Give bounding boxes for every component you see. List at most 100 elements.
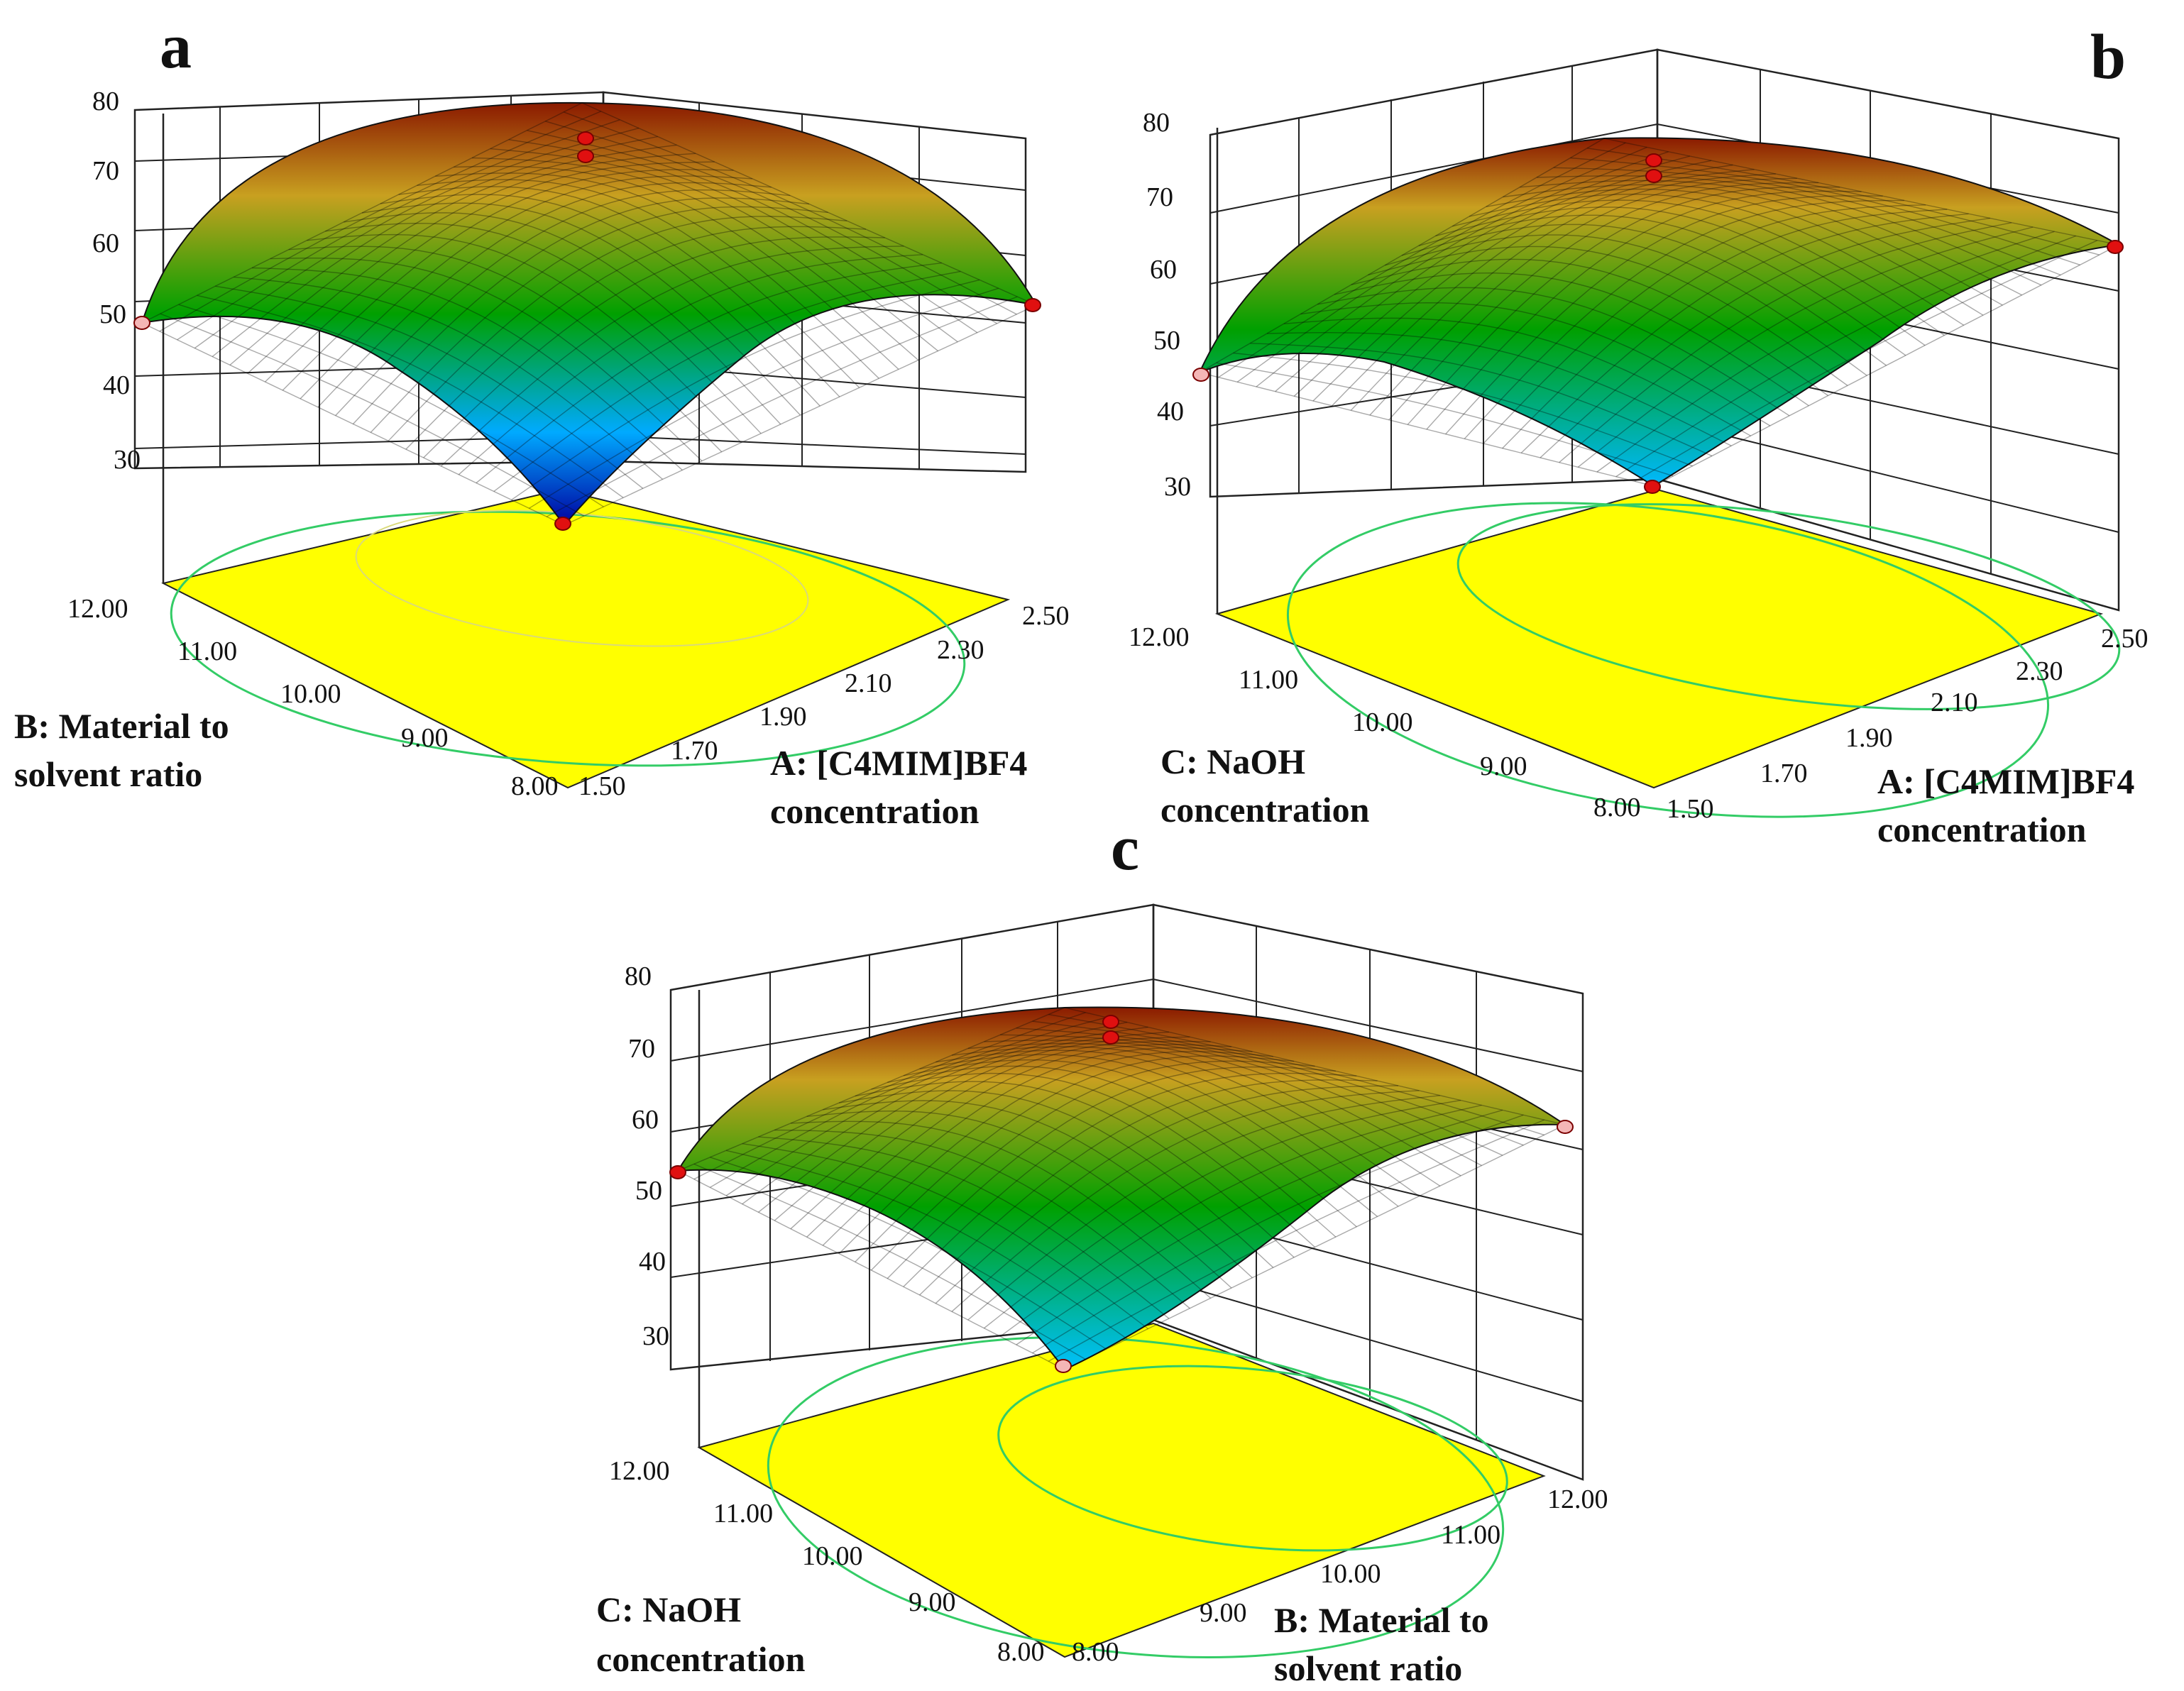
x-tick-label: 1.50	[578, 771, 626, 801]
mesh-line	[1000, 1034, 1482, 1167]
design-point	[1055, 1359, 1072, 1373]
z-tick-label: 70	[1146, 182, 1173, 212]
mesh-line	[270, 257, 703, 462]
x-tick-label: 1.70	[671, 736, 718, 766]
mesh-line	[790, 1120, 1212, 1299]
mesh-line	[1317, 287, 1790, 417]
mesh-line	[423, 236, 885, 458]
mesh-line	[935, 1085, 1399, 1304]
y-ticks-b: 12.00 11.00 10.00 9.00 8.00	[1129, 622, 1641, 822]
mesh-line	[1520, 180, 2022, 296]
panel-a: a	[14, 11, 1070, 831]
mesh-line	[178, 304, 604, 507]
design-point	[1024, 298, 1041, 312]
x-tick-label: 1.90	[759, 702, 807, 732]
x-axis-title-c-line1: B: Material to	[1274, 1600, 1489, 1640]
contours-a	[170, 509, 966, 767]
z-tick-label: 80	[1143, 108, 1170, 138]
mesh-line	[951, 1046, 1420, 1197]
y-axis-title-c-line2: concentration	[596, 1639, 806, 1679]
y-ticks-c: 12.00 11.00 10.00 9.00 8.00	[609, 1456, 1045, 1667]
mesh-line	[1418, 214, 1906, 356]
mesh-line	[282, 169, 734, 391]
mesh-line	[1369, 177, 1797, 416]
surface-mesh-a	[141, 102, 1037, 526]
mesh-line	[1502, 209, 1948, 449]
design-point	[1645, 169, 1662, 183]
mesh-line	[388, 216, 847, 441]
mesh-line	[1486, 188, 1984, 316]
floor-b	[1214, 488, 2104, 789]
mesh-line	[564, 304, 1037, 526]
mesh-line	[1559, 222, 2012, 463]
y-tick-label: 10.00	[280, 679, 341, 709]
mesh-line	[742, 1143, 1148, 1330]
mesh-line	[887, 1065, 1337, 1238]
mesh-line	[490, 148, 938, 352]
mesh-line	[1250, 343, 1713, 457]
mesh-line	[1293, 160, 1712, 397]
mesh-line	[194, 127, 640, 349]
mesh-line	[1350, 173, 1776, 411]
mesh-line	[838, 1051, 1273, 1255]
mesh-line	[1048, 1119, 1544, 1362]
mesh-line	[693, 1012, 1086, 1180]
x-tick-label: 1.70	[1760, 759, 1808, 788]
mesh-line	[1275, 155, 1690, 392]
x-tick-label: 2.50	[2101, 624, 2149, 654]
z-tick-label: 50	[1153, 326, 1180, 356]
mesh-line	[159, 111, 601, 332]
z-ticks-a: 80 70 60 50 40 30	[92, 87, 141, 475]
mesh-line	[234, 276, 663, 480]
panel-letter-c: c	[1111, 813, 1139, 883]
mesh-line	[855, 1081, 1295, 1258]
mesh-line	[344, 212, 781, 425]
mesh-line	[1653, 244, 2119, 487]
y-tick-label: 8.00	[1593, 793, 1641, 822]
z-tick-label: 80	[92, 87, 119, 116]
mesh-line	[511, 279, 980, 500]
mesh-line	[1520, 213, 1969, 453]
design-points-c	[669, 1015, 1574, 1373]
x-tick-label: 2.30	[937, 635, 984, 665]
y-tick-label: 9.00	[401, 723, 449, 753]
design-point	[133, 316, 150, 330]
mesh-line	[1452, 199, 1945, 336]
mesh-line	[405, 226, 867, 450]
mesh-line	[725, 1150, 1128, 1340]
mesh-line	[823, 1100, 1253, 1279]
x-tick-label: 12.00	[1547, 1485, 1608, 1514]
mesh-line	[545, 121, 997, 324]
x-axis-title-b-line2: concentration	[1877, 810, 2087, 849]
y-tick-label: 11.00	[1239, 665, 1298, 695]
x-ticks-a: 1.50 1.70 1.90 2.10 2.30 2.50	[578, 601, 1070, 801]
mesh-line	[527, 130, 978, 334]
mesh-line	[288, 246, 723, 453]
mesh-line	[160, 313, 585, 517]
mesh-line	[822, 1047, 1253, 1246]
z-tick-label: 60	[1150, 255, 1177, 285]
y-axis-title-c-line1: C: NaOH	[596, 1590, 741, 1629]
mesh-line	[758, 1031, 1169, 1213]
mesh-line	[919, 1054, 1378, 1217]
mesh-line	[710, 1157, 1107, 1350]
mesh-line	[677, 1007, 1065, 1172]
mesh-line	[1445, 195, 1883, 435]
panel-letter-a: a	[160, 11, 192, 82]
mesh-line	[1216, 362, 1674, 477]
y-tick-label: 12.00	[1129, 622, 1190, 652]
mesh-line	[1435, 206, 1926, 346]
mesh-line	[1236, 146, 1647, 382]
design-point	[577, 149, 594, 163]
mesh-line	[1596, 231, 2055, 473]
x-tick-label: 8.00	[1072, 1637, 1119, 1667]
z-tick-label: 80	[625, 962, 652, 991]
mesh-line	[774, 1036, 1190, 1221]
mesh-line	[855, 1055, 1295, 1262]
mesh-line	[141, 102, 583, 324]
mesh-line	[546, 296, 1018, 517]
mesh-line	[887, 1066, 1336, 1279]
mesh-line	[1483, 204, 1926, 444]
mesh-line	[693, 1163, 1086, 1360]
mesh-line	[951, 1090, 1420, 1312]
